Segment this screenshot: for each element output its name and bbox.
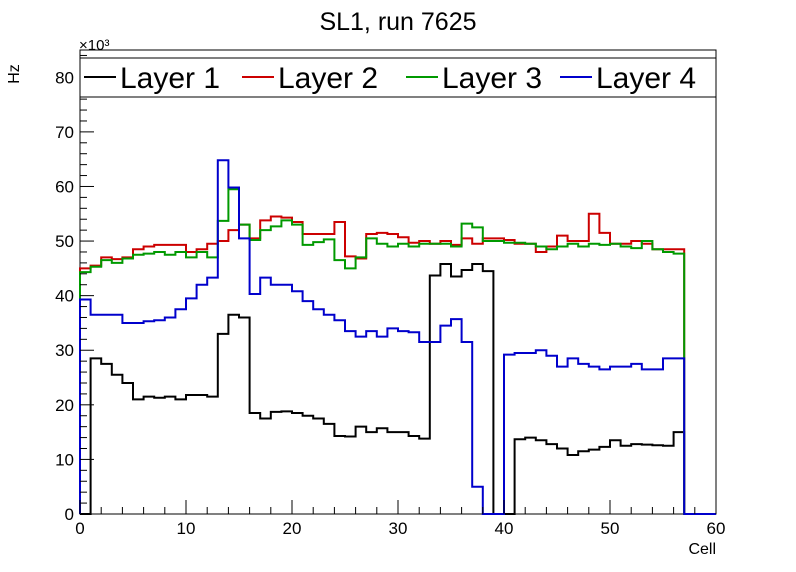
series-layer xyxy=(79,159,716,515)
legend-box xyxy=(79,57,717,98)
legend-label-4: Layer 4 xyxy=(596,62,696,95)
axes: 0 10 20 30 40 50 60 0 10 20 30 40 50 60 70 80 xyxy=(55,54,726,538)
y-tick-label: 0 xyxy=(65,505,74,524)
series-line-1 xyxy=(80,262,716,515)
y-tick-label: 60 xyxy=(55,177,74,196)
x-tick-label: 30 xyxy=(389,519,408,538)
x-tick-label: 50 xyxy=(601,519,620,538)
x-tick-label: 60 xyxy=(707,519,726,538)
y-tick-label: 30 xyxy=(55,341,74,360)
x-tick-label: 40 xyxy=(495,519,514,538)
x-tick-label: 10 xyxy=(177,519,196,538)
legend-label-2: Layer 2 xyxy=(278,62,378,95)
series-line-4 xyxy=(79,159,716,515)
x-tick-label: 0 xyxy=(75,519,84,538)
series-line-3 xyxy=(79,188,716,515)
y-tick-label: 70 xyxy=(55,123,74,142)
y-tick-label: 50 xyxy=(55,232,74,251)
y-tick-label: 10 xyxy=(55,450,74,469)
series-line-2 xyxy=(79,212,716,515)
x-axis-label: Cell xyxy=(688,541,716,558)
y-tick-label: 80 xyxy=(55,68,74,87)
y-tick-label: 40 xyxy=(55,287,74,306)
chart-title: SL1, run 7625 xyxy=(319,8,476,36)
x-tick-label: 20 xyxy=(283,519,302,538)
y-tick-label: 20 xyxy=(55,396,74,415)
y-axis-label: Hz xyxy=(6,64,23,84)
legend-label-1: Layer 1 xyxy=(120,62,220,95)
y-multiplier: ×10³ xyxy=(79,37,109,54)
legend-label-3: Layer 3 xyxy=(442,62,542,95)
legend: Layer 1 Layer 2 Layer 3 Layer 4 xyxy=(79,57,717,98)
